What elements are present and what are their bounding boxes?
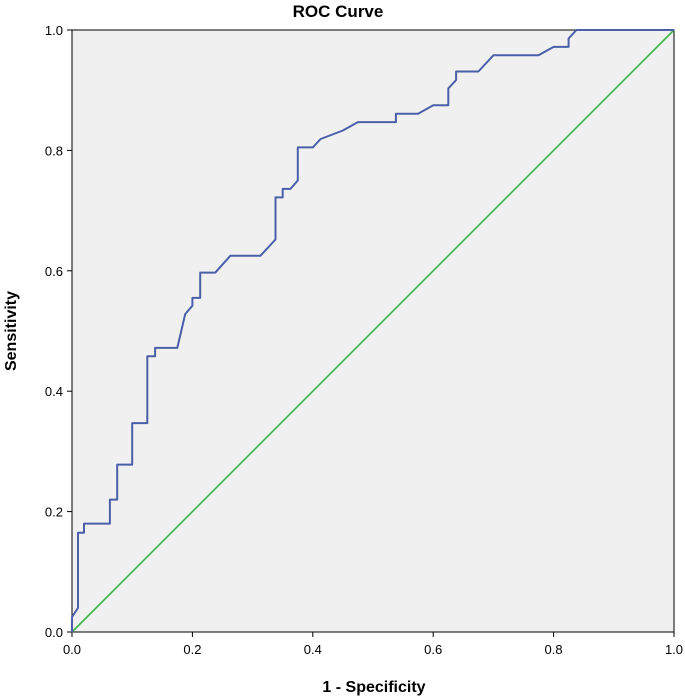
roc-curve-line [71,29,674,632]
y-tick-label: 0.2 [45,505,63,520]
y-tick-label: 0.8 [45,143,63,158]
x-tick-label: 0.4 [304,642,322,657]
y-axis: 0.0 0.2 0.4 0.6 0.8 1.0 [45,23,72,640]
x-tick-label: 0.6 [424,642,442,657]
x-tick-label: 0.8 [545,642,563,657]
x-tick-label: 1.0 [665,642,683,657]
x-tick-label: 0.0 [63,642,81,657]
chart-title: ROC Curve [293,2,384,21]
y-tick-label: 1.0 [45,23,63,38]
y-tick-label: 0.4 [45,384,63,399]
x-axis-label: 1 - Specificity [322,679,425,696]
x-tick-label: 0.2 [183,642,201,657]
y-tick-label: 0.6 [45,264,63,279]
series-layer [71,29,675,633]
y-tick-label: 0.0 [45,625,63,640]
reference-diagonal-line [71,29,675,633]
x-axis: 0.0 0.2 0.4 0.6 0.8 1.0 [63,632,683,657]
y-axis-label: Sensitivity [3,291,20,371]
